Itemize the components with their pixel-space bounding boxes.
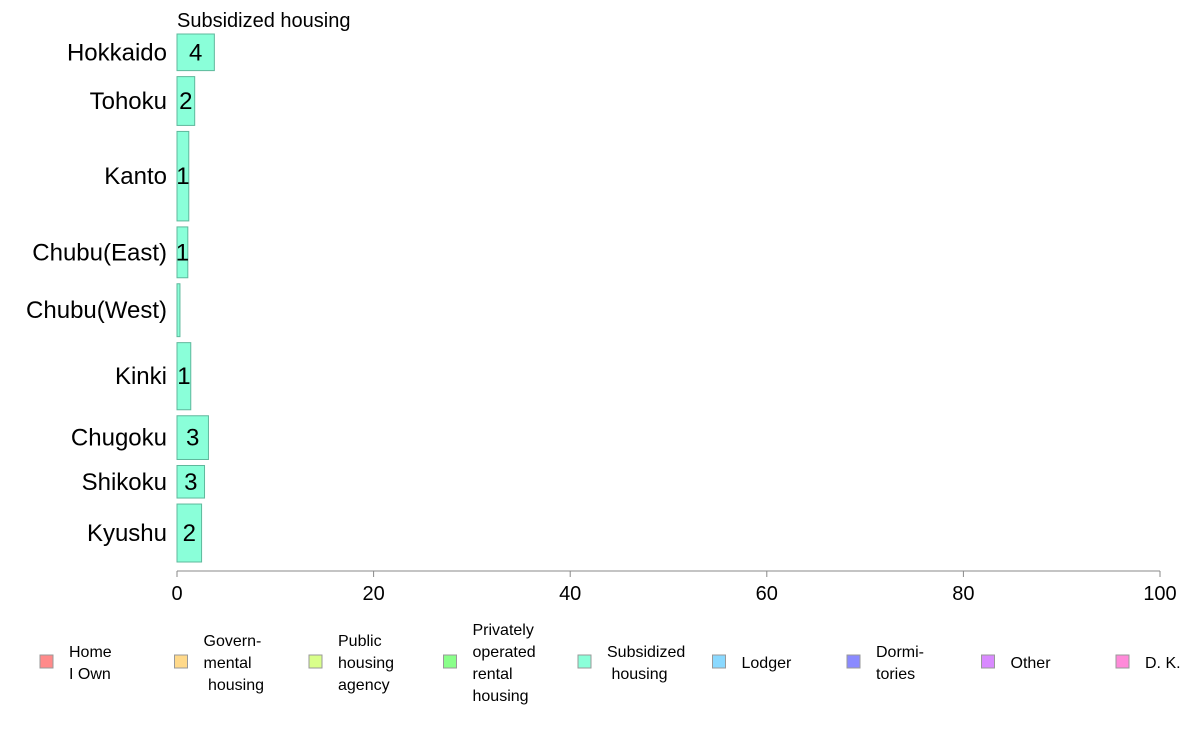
bar-chubu-east: [176, 226, 189, 279]
data-label-kanto: 1: [176, 163, 189, 190]
x-tick-label-0: 0: [171, 583, 182, 605]
bar-kanto: [176, 130, 190, 222]
legend-swatch-privately-operated-rental-housing: [443, 654, 457, 669]
category-label-shikoku: Shikoku: [82, 469, 167, 496]
category-label-kanto: Kanto: [104, 163, 167, 190]
bar-kinki: [176, 342, 192, 411]
legend-label-other: Other: [1011, 655, 1052, 672]
category-label-tohoku: Tohoku: [90, 88, 167, 115]
legend-label-d-k: D. K.: [1145, 655, 1181, 672]
category-label-kyushu: Kyushu: [87, 520, 167, 547]
data-label-tohoku: 2: [179, 88, 192, 115]
legend-label-govern-mental-housing: Govern-mental housing: [204, 633, 265, 694]
chart-title: Subsidized housing: [177, 10, 350, 32]
data-label-kinki: 1: [177, 363, 190, 390]
legend-label-dormi-tories: Dormi-tories: [876, 644, 924, 683]
category-label-chubu-east: Chubu(East): [32, 239, 167, 266]
x-tick-label-60: 60: [756, 583, 778, 605]
legend-swatch-home-i-own: [39, 654, 54, 669]
legend-swatch-subsidized-housing: [577, 654, 592, 669]
x-axis: 0 20 40 60 80 100: [171, 570, 1177, 605]
bar-chugoku: [176, 415, 209, 460]
legend-swatch-govern-mental-housing: [174, 654, 188, 669]
legend-swatch-other: [981, 654, 995, 669]
legend-label-home-i-own: Home I Own: [69, 644, 112, 683]
data-label-kyushu: 2: [183, 520, 196, 547]
bar-shikoku: [176, 464, 206, 499]
legend-label-lodger: Lodger: [742, 655, 792, 672]
bar-tohoku: [176, 76, 196, 126]
x-tick-label-20: 20: [362, 583, 384, 605]
x-tick-label-40: 40: [559, 583, 581, 605]
category-label-kinki: Kinki: [115, 363, 167, 390]
legend-swatch-lodger: [712, 654, 726, 669]
x-tick-label-100: 100: [1143, 583, 1176, 605]
bar-chubu-west: [176, 283, 181, 338]
legend: Home I Own Govern-mental housing Public hous…: [39, 622, 1181, 705]
legend-label-public-housing-agency: Public housing agency: [338, 633, 394, 694]
data-label-chugoku: 3: [186, 425, 199, 452]
category-label-chubu-west: Chubu(West): [26, 297, 167, 324]
legend-swatch-d-k: [1115, 654, 1130, 669]
bar-kyushu: [176, 503, 203, 563]
legend-swatch-public-housing-agency: [308, 654, 323, 669]
x-tick-label-80: 80: [952, 583, 974, 605]
legend-label-subsidized-housing: Subsidized housing: [607, 644, 685, 683]
data-label-hokkaido: 4: [189, 39, 202, 66]
legend-label-privately-operated-rental-housing: Privately operated rental housing: [473, 622, 536, 705]
data-label-chubu-east: 1: [176, 239, 189, 266]
category-label-chugoku: Chugoku: [71, 425, 167, 452]
data-label-shikoku: 3: [184, 469, 197, 496]
category-label-hokkaido: Hokkaido: [67, 39, 167, 66]
bars-group: Hokkaido 4 Tohoku 2 Kanto 1 Chubu(East) 1 Chubu(…: [26, 33, 215, 563]
bar-hokkaido: [176, 33, 215, 72]
legend-swatch-dormi-tories: [846, 654, 861, 669]
